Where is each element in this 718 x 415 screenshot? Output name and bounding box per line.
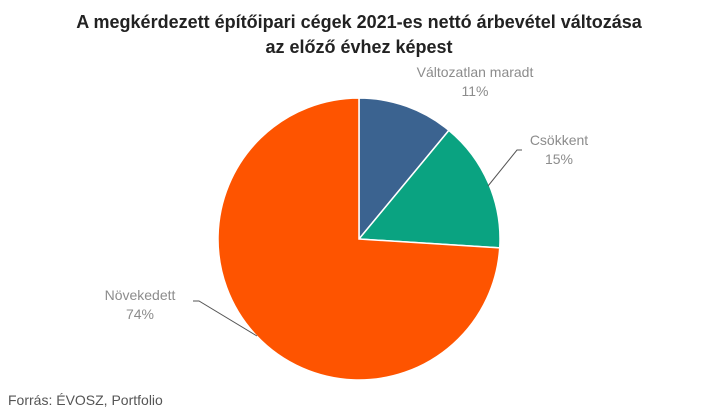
slice-value-label-2: 15% [545, 151, 573, 167]
leader-line-3 [193, 300, 258, 337]
slice-label-2: Csökkent [530, 132, 588, 148]
leader-lines [193, 149, 522, 337]
pie-slices [217, 97, 501, 381]
chart-title: A megkérdezett építőipari cégek 2021-es … [0, 10, 718, 60]
slice-labels: Változatlan maradt 11% Csökkent 15% Növekede… [105, 64, 589, 322]
slice-value-label-3: 74% [126, 306, 154, 322]
slice-label-3: Növekedett [105, 287, 176, 303]
chart-title-line-1: A megkérdezett építőipari cégek 2021-es … [76, 12, 642, 32]
source-note: Forrás: ÉVOSZ, Portfolio [8, 392, 163, 408]
slice-value-label-1: 11% [462, 83, 489, 99]
leader-line-2 [487, 149, 522, 187]
pie-slice-2 [357, 129, 501, 249]
chart-title-line-2: az előző évhez képest [265, 37, 453, 57]
slice-label-1: Változatlan maradt [417, 64, 534, 80]
pie-slice-1 [358, 97, 450, 242]
